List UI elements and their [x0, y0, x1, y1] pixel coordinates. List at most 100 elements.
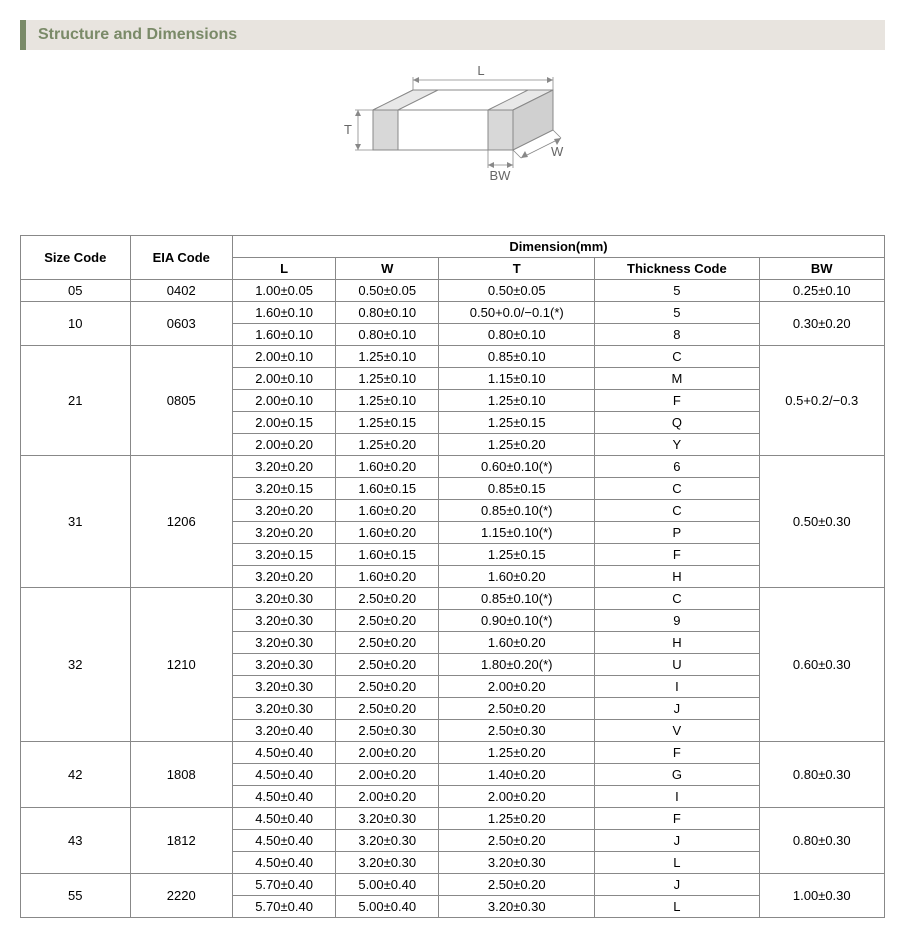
cell-eia-code: 1206	[130, 456, 233, 588]
diagram-label-BW: BW	[489, 168, 511, 183]
cell-T: 1.40±0.20	[439, 764, 595, 786]
cell-L: 3.20±0.30	[233, 588, 336, 610]
cell-T: 1.25±0.15	[439, 412, 595, 434]
cell-size-code: 55	[21, 874, 131, 918]
cell-T: 2.50±0.20	[439, 830, 595, 852]
cell-L: 2.00±0.10	[233, 390, 336, 412]
cell-W: 5.00±0.40	[336, 874, 439, 896]
section-title: Structure and Dimensions	[20, 20, 885, 50]
cell-tc: C	[595, 500, 759, 522]
cell-T: 0.60±0.10(*)	[439, 456, 595, 478]
table-row: 3112063.20±0.201.60±0.200.60±0.10(*)60.5…	[21, 456, 885, 478]
cell-L: 3.20±0.30	[233, 654, 336, 676]
cell-bw: 0.60±0.30	[759, 588, 884, 742]
cell-eia-code: 1808	[130, 742, 233, 808]
cell-W: 1.60±0.20	[336, 500, 439, 522]
cell-W: 0.50±0.05	[336, 280, 439, 302]
cell-L: 3.20±0.15	[233, 478, 336, 500]
cell-eia-code: 0805	[130, 346, 233, 456]
cell-T: 2.50±0.30	[439, 720, 595, 742]
cell-tc: Y	[595, 434, 759, 456]
cell-bw: 0.25±0.10	[759, 280, 884, 302]
cell-tc: P	[595, 522, 759, 544]
cell-size-code: 31	[21, 456, 131, 588]
cell-size-code: 21	[21, 346, 131, 456]
cell-tc: J	[595, 874, 759, 896]
cell-W: 2.50±0.20	[336, 698, 439, 720]
cell-bw: 1.00±0.30	[759, 874, 884, 918]
cell-T: 1.60±0.20	[439, 566, 595, 588]
cell-tc: Q	[595, 412, 759, 434]
cell-W: 5.00±0.40	[336, 896, 439, 918]
cell-tc: 6	[595, 456, 759, 478]
cell-W: 1.25±0.10	[336, 346, 439, 368]
cell-L: 5.70±0.40	[233, 874, 336, 896]
cell-W: 2.50±0.20	[336, 632, 439, 654]
cell-L: 3.20±0.20	[233, 522, 336, 544]
cell-W: 2.00±0.20	[336, 742, 439, 764]
cell-tc: F	[595, 742, 759, 764]
th-eia-code: EIA Code	[130, 236, 233, 280]
cell-W: 2.00±0.20	[336, 786, 439, 808]
cell-W: 0.80±0.10	[336, 302, 439, 324]
cell-L: 2.00±0.10	[233, 368, 336, 390]
cell-bw: 0.50±0.30	[759, 456, 884, 588]
cell-L: 4.50±0.40	[233, 852, 336, 874]
cell-T: 2.50±0.20	[439, 698, 595, 720]
table-row: 2108052.00±0.101.25±0.100.85±0.10C0.5+0.…	[21, 346, 885, 368]
cell-eia-code: 0603	[130, 302, 233, 346]
cell-L: 3.20±0.20	[233, 500, 336, 522]
cell-tc: 5	[595, 280, 759, 302]
cell-L: 3.20±0.40	[233, 720, 336, 742]
cell-T: 0.80±0.10	[439, 324, 595, 346]
cell-T: 1.80±0.20(*)	[439, 654, 595, 676]
cell-tc: I	[595, 676, 759, 698]
cell-tc: 9	[595, 610, 759, 632]
cell-bw: 0.30±0.20	[759, 302, 884, 346]
cell-eia-code: 2220	[130, 874, 233, 918]
cell-tc: F	[595, 390, 759, 412]
cell-T: 3.20±0.30	[439, 896, 595, 918]
cell-tc: C	[595, 588, 759, 610]
cell-L: 3.20±0.30	[233, 676, 336, 698]
cell-W: 2.50±0.30	[336, 720, 439, 742]
cell-tc: H	[595, 566, 759, 588]
th-BW: BW	[759, 258, 884, 280]
cell-W: 1.60±0.20	[336, 522, 439, 544]
cell-W: 2.50±0.20	[336, 610, 439, 632]
cell-W: 1.60±0.20	[336, 566, 439, 588]
dimensions-table: Size Code EIA Code Dimension(mm) L W T T…	[20, 235, 885, 918]
cell-L: 5.70±0.40	[233, 896, 336, 918]
th-thickness: Thickness Code	[595, 258, 759, 280]
diagram-label-T: T	[344, 122, 352, 137]
cell-W: 1.25±0.10	[336, 390, 439, 412]
cell-bw: 0.80±0.30	[759, 742, 884, 808]
table-row: 4318124.50±0.403.20±0.301.25±0.20F0.80±0…	[21, 808, 885, 830]
cell-T: 2.00±0.20	[439, 786, 595, 808]
cell-T: 1.15±0.10	[439, 368, 595, 390]
cell-T: 1.60±0.20	[439, 632, 595, 654]
cell-L: 1.60±0.10	[233, 302, 336, 324]
diagram-label-L: L	[477, 63, 484, 78]
cell-T: 1.25±0.20	[439, 808, 595, 830]
cell-tc: F	[595, 544, 759, 566]
cell-T: 0.50+0.0/−0.1(*)	[439, 302, 595, 324]
cell-eia-code: 0402	[130, 280, 233, 302]
cell-tc: H	[595, 632, 759, 654]
th-size-code: Size Code	[21, 236, 131, 280]
cell-tc: L	[595, 896, 759, 918]
cell-L: 3.20±0.20	[233, 566, 336, 588]
cell-T: 0.85±0.10	[439, 346, 595, 368]
table-row: 1006031.60±0.100.80±0.100.50+0.0/−0.1(*)…	[21, 302, 885, 324]
th-T: T	[439, 258, 595, 280]
cell-bw: 0.5+0.2/−0.3	[759, 346, 884, 456]
cell-tc: C	[595, 346, 759, 368]
cell-size-code: 43	[21, 808, 131, 874]
cell-tc: F	[595, 808, 759, 830]
dimension-diagram: L T W BW	[20, 60, 885, 215]
cell-L: 3.20±0.30	[233, 610, 336, 632]
cell-L: 2.00±0.20	[233, 434, 336, 456]
cell-T: 1.25±0.20	[439, 434, 595, 456]
cell-W: 3.20±0.30	[336, 852, 439, 874]
cell-L: 4.50±0.40	[233, 830, 336, 852]
